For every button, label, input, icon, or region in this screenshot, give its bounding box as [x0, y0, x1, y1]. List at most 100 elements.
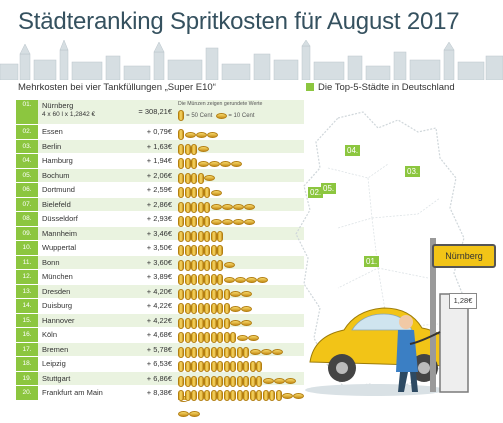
coin-50-cent-icon: [184, 201, 191, 213]
coin-50-cent-icon: [197, 288, 204, 300]
coin-50-cent-icon: [191, 201, 197, 213]
coin-50-cent-icon: [191, 346, 197, 358]
coin-50-cent-icon: [223, 317, 230, 329]
table-row: 02. Essen + 0,79€: [16, 125, 304, 141]
coin-10-cent-icon: [284, 378, 296, 385]
coin-10-cent-icon: [241, 291, 252, 298]
coin-50-cent-icon: [191, 143, 197, 155]
rank-badge: 17.: [16, 342, 38, 356]
coin-10-cent-icon: [208, 160, 220, 167]
rank-badge: 06.: [16, 183, 38, 197]
extra-cost: + 8,38€: [146, 388, 172, 397]
coin-stack: [178, 155, 242, 170]
coin-50-cent-icon: [184, 346, 191, 358]
coin-50-cent-icon: [178, 288, 184, 300]
coin-10-cent-icon: [210, 204, 222, 211]
coin-stack: [178, 257, 235, 271]
table-row: 20. Frankfurt am Main + 8,38€: [16, 386, 304, 417]
coin-50-cent-icon: [230, 346, 236, 358]
coin-50-cent-icon: [191, 317, 197, 329]
city-skyline-illustration: [0, 40, 503, 80]
page-title: Städteranking Spritkosten für August 201…: [18, 8, 460, 35]
table-row: 05. Bochum + 2,06€: [16, 168, 304, 184]
rank-badge: 05.: [16, 168, 38, 182]
coin-10-cent-icon: [189, 410, 200, 417]
extra-cost: + 1,94€: [146, 156, 172, 165]
coin-50-cent-icon: [243, 346, 249, 358]
coin-10-cent-icon: [206, 131, 218, 138]
coin-50-cent-icon: [210, 259, 217, 271]
city-name: Stuttgart: [42, 373, 71, 383]
coin-50-cent-icon: [178, 230, 184, 242]
coin-stack: [178, 126, 218, 141]
total-cost: = 308,21€: [138, 107, 172, 116]
coin-10-cent-icon: [230, 160, 242, 167]
coin-50-cent-icon: [191, 259, 197, 271]
coin-stack: [178, 344, 283, 358]
table-row: 15. Hannover + 4,22€: [16, 313, 304, 329]
coin-50-cent-icon: [191, 172, 197, 184]
coin-50-cent-icon: [197, 230, 204, 242]
map-label-essen: 02.: [308, 187, 324, 198]
rank-badge: 14.: [16, 299, 38, 313]
coin-legend-small: = 10 Cent: [228, 113, 255, 120]
extra-cost: + 0,79€: [146, 127, 172, 136]
coin-50-cent-icon: [230, 375, 236, 387]
coin-50-cent-icon: [204, 201, 210, 213]
rank-badge: 19.: [16, 371, 38, 385]
coin-10-cent-icon: [260, 349, 272, 356]
coin-10-cent-icon: [273, 378, 285, 385]
table-row: 16. Köln + 4,68€: [16, 328, 304, 344]
coin-50-cent-icon: [178, 317, 184, 329]
coin-50-cent-icon: [210, 375, 217, 387]
rank-badge: 15.: [16, 313, 38, 327]
coin-50-cent-icon: [256, 375, 262, 387]
extra-cost: + 2,93€: [146, 214, 172, 223]
extra-cost: + 4,22€: [146, 301, 172, 310]
table-row: 03. Berlin + 1,63€: [16, 139, 304, 155]
extra-cost: + 4,68€: [146, 330, 172, 339]
coin-50-cent-icon: [178, 201, 184, 213]
rank-badge: 13.: [16, 284, 38, 298]
coin-50-cent-icon: [178, 143, 184, 155]
coin-50-cent-icon: [243, 375, 249, 387]
coin-50-cent-icon: [184, 259, 191, 271]
city-name: München: [42, 272, 73, 281]
rank-badge: 20.: [16, 386, 38, 400]
coin-50-cent-icon: [197, 201, 204, 213]
rank-badge: 07.: [16, 197, 38, 211]
coin-50-cent-icon: [197, 346, 204, 358]
coin-legend-note: Die Münzen zeigen gerundete Werte: [178, 101, 263, 107]
coin-50-cent-icon: [184, 172, 191, 184]
extra-cost: + 2,86€: [146, 199, 172, 209]
coin-10-cent-icon: [215, 112, 227, 119]
coin-10-cent-icon: [210, 218, 222, 225]
map-label-hamburg: 04.: [345, 145, 361, 156]
coin-50-cent-icon: [184, 230, 191, 242]
coin-10-cent-icon: [249, 349, 261, 356]
coin-stack: [178, 373, 304, 403]
coin-stack: [178, 315, 252, 329]
table-row: 13. Dresden + 4,20€: [16, 284, 304, 300]
coin-stack: [178, 329, 259, 344]
coin-50-cent-icon: [197, 317, 204, 329]
coin-stack: [178, 358, 263, 373]
city-name: Bremen: [42, 344, 69, 354]
extra-cost: + 3,50€: [146, 243, 172, 252]
coin-stack: [178, 228, 224, 242]
coin-50-cent-icon: [197, 375, 204, 387]
coin-50-cent-icon: [217, 375, 223, 387]
coin-10-cent-icon: [178, 410, 189, 417]
coin-10-cent-icon: [243, 218, 255, 225]
table-row: 10. Wuppertal + 3,50€: [16, 241, 304, 257]
city-name: Leipzig: [42, 359, 66, 368]
coin-50-cent-icon: [210, 346, 217, 358]
rank-badge: 18.: [16, 357, 38, 371]
pump-city-sign: Nürnberg: [432, 244, 496, 268]
city-name: Dortmund: [42, 185, 75, 194]
city-name: Bonn: [42, 257, 60, 267]
coin-10-cent-icon: [236, 334, 248, 341]
coin-50-cent-icon: [217, 317, 223, 329]
coin-50-cent-icon: [217, 346, 223, 358]
car-fuel-pump-illustration: [305, 238, 469, 396]
